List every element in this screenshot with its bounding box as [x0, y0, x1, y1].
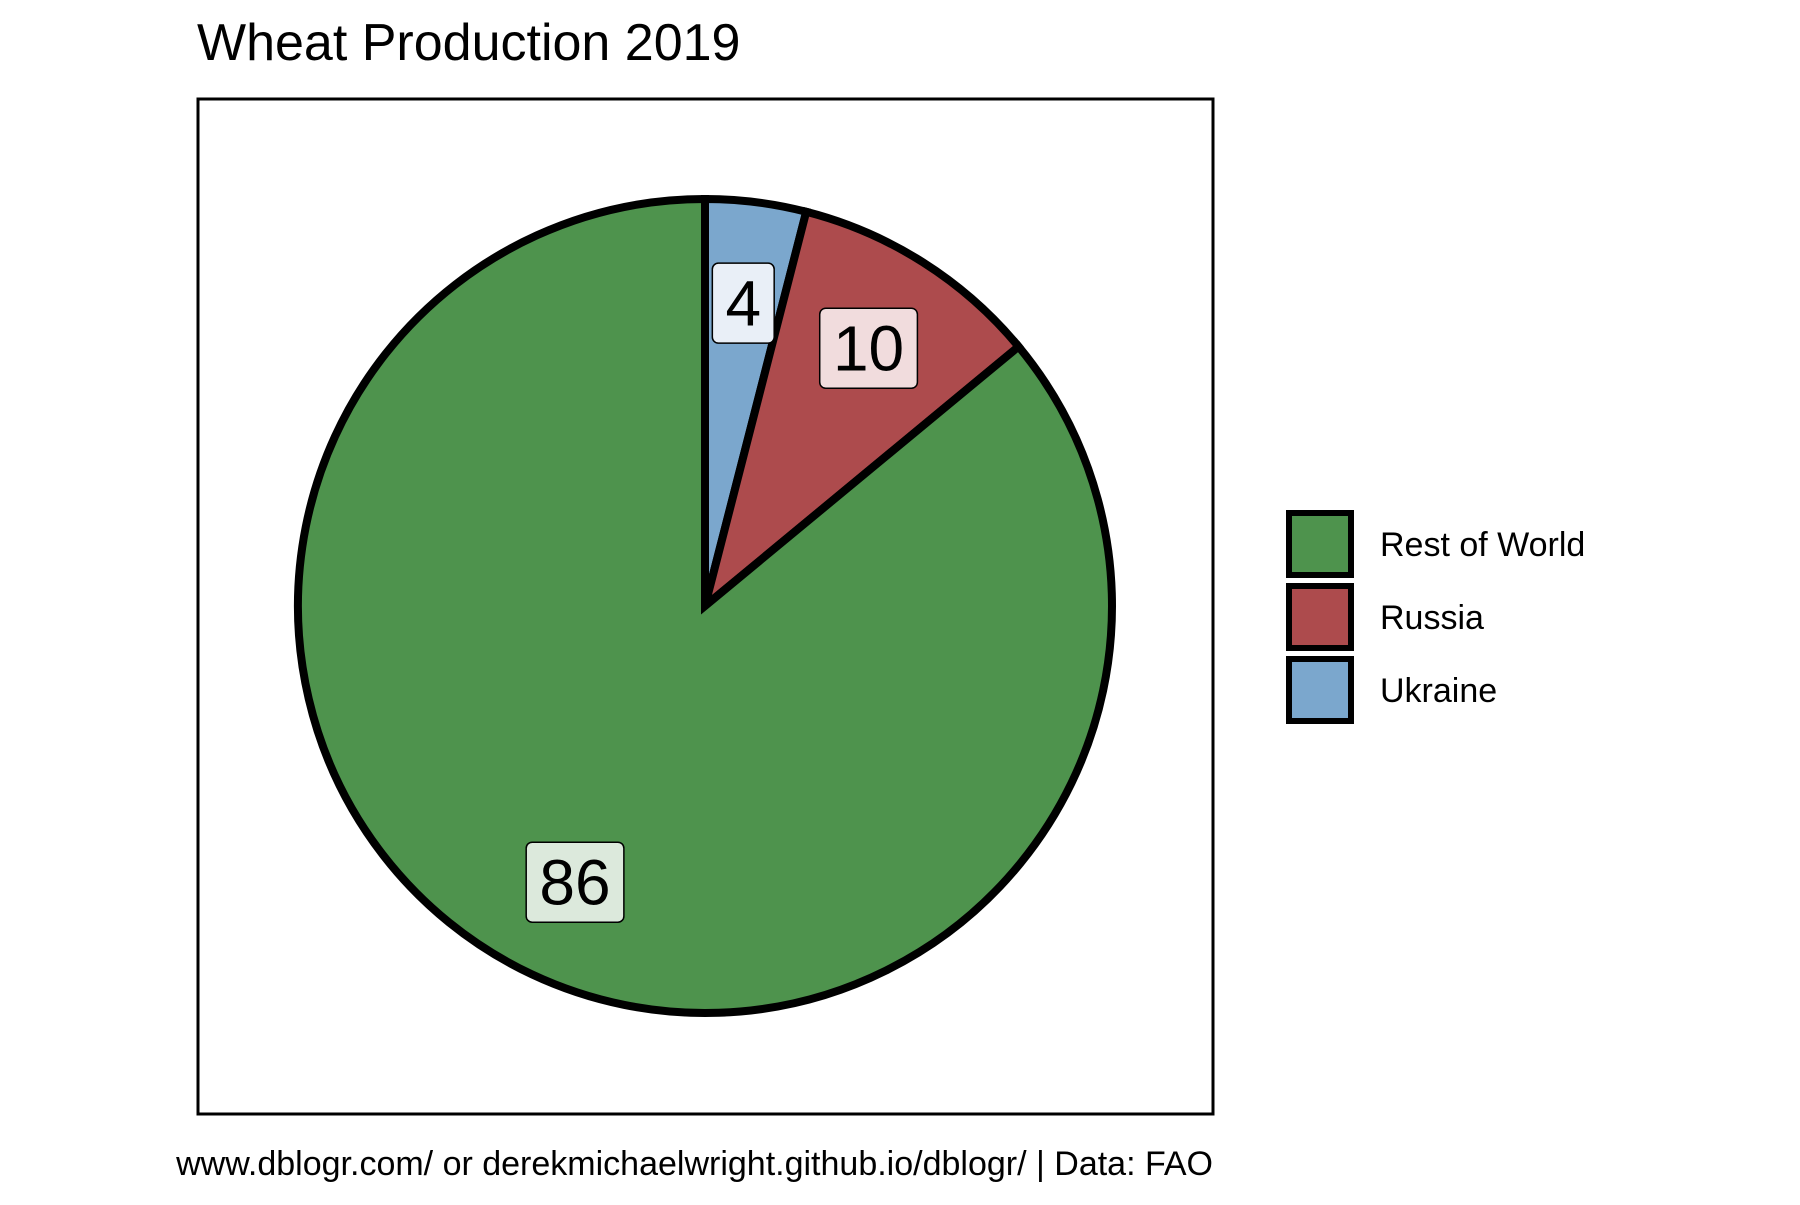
slice-label-box — [711, 262, 775, 344]
slice-label-russia: 10 — [818, 307, 919, 390]
legend-key-russia — [1286, 583, 1354, 651]
legend-item-rest-of-world: Rest of World — [1286, 510, 1585, 578]
legend-label-russia: Russia — [1380, 599, 1484, 637]
slice-label-ukraine: 4 — [711, 262, 775, 344]
legend-label-rest-of-world: Rest of World — [1380, 526, 1585, 564]
legend-item-ukraine: Ukraine — [1286, 656, 1497, 724]
pie-slice-rest-of-world — [294, 194, 1116, 1017]
legend-key-rest-of-world — [1286, 510, 1354, 578]
pie-slices — [294, 194, 1116, 1017]
legend-key-ukraine — [1286, 656, 1354, 724]
chart-caption: www.dblogr.com/ or derekmichaelwright.gi… — [175, 1145, 1213, 1183]
slice-label-text: 10 — [833, 313, 904, 385]
pie-slice-russia — [698, 206, 1025, 617]
slice-label-box — [818, 307, 919, 390]
legend: Rest of World Russia Ukraine — [1286, 510, 1585, 724]
slice-label-rest-of-world: 86 — [525, 841, 625, 923]
slice-labels: 4 10 86 — [525, 262, 919, 923]
legend-item-russia: Russia — [1286, 583, 1484, 651]
slice-label-text: 86 — [539, 847, 610, 919]
chart-title: Wheat Production 2019 — [197, 14, 740, 72]
slice-label-text: 4 — [725, 268, 761, 340]
slice-label-box — [525, 841, 625, 923]
legend-label-ukraine: Ukraine — [1380, 672, 1497, 710]
